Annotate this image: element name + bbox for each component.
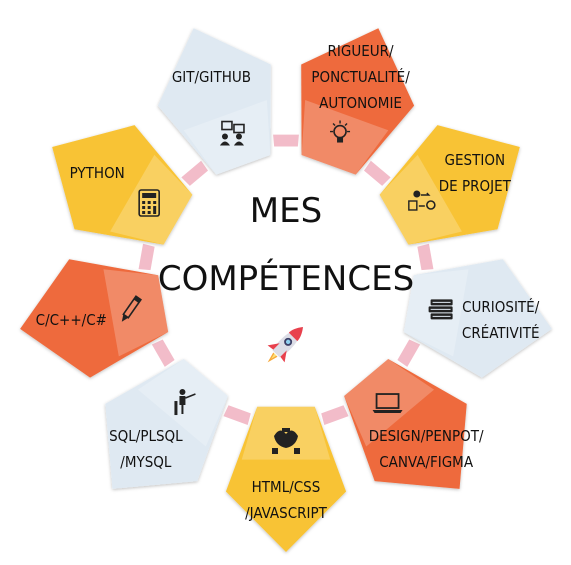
segment-label-line: DE PROJET [439,177,512,195]
segments-ring: GIT/GITHUB RIGUEUR/PONCTUALITÉ/AUTONOMIE… [20,28,552,552]
title-line-1: MES [250,191,322,231]
segment-facet [301,100,389,175]
segment-connector [151,339,175,367]
segment-gestion: GESTION DE PROJET [379,125,520,245]
segment-c: C/C++/C# [20,259,169,378]
segment-label-line: PYTHON [70,164,125,182]
lightbulb-icon [330,120,351,143]
segment-design: DESIGN/PENPOT/CANVA/FIGMA [344,359,484,489]
laptop-icon [372,393,403,414]
segment-shape [20,259,169,378]
pencil-icon [121,295,143,322]
segment-facet [110,154,193,245]
segment-facet [241,406,331,460]
workflow-icon [408,190,436,211]
segment-label-line: RIGUEUR/ [328,42,394,60]
rocket-icon [267,327,303,363]
presentation-icon [219,120,245,146]
segment-label-line: AUTONOMIE [319,94,402,112]
segment-label-line: C/C++/C# [36,311,107,329]
books-icon [428,299,453,320]
segment-rigueur: RIGUEUR/PONCTUALITÉ/AUTONOMIE [301,28,415,175]
segment-label-line: CANVA/FIGMA [379,453,474,471]
segment-html: HTML/CSS/JAVASCRIPT [225,406,347,552]
segment-shape [52,125,193,245]
segment-git: GIT/GITHUB [157,28,271,175]
segment-connector [181,160,208,186]
presenter-icon [174,389,196,416]
segment-sql: SQL/PLSQL/MYSQL [105,359,228,489]
segment-facet [379,154,462,245]
segment-connectors [138,134,434,425]
segment-connector [273,134,299,147]
segment-shape [344,359,467,489]
segment-python: PYTHON [52,125,193,245]
segment-shape [379,125,520,245]
segment-connector [417,243,434,271]
segment-label-line: HTML/CSS [252,478,321,496]
segment-label-line: GESTION [445,151,505,169]
segment-connector [138,243,155,271]
segment-connector [223,405,251,425]
segment-connector [364,160,391,186]
segment-facet [403,269,469,357]
segment-shape [301,28,415,175]
segment-label-line: /MYSQL [120,453,172,471]
segment-shape [225,406,347,552]
segment-facet [103,269,169,357]
title-line-2: COMPÉTENCES [158,258,414,299]
calculator-icon [138,189,160,217]
segment-label-line: DESIGN/PENPOT/ [369,427,484,445]
segment-connector [397,339,421,367]
segment-label-line: PONCTUALITÉ/ [311,67,410,86]
segment-facet [344,359,435,447]
segment-shape [157,28,271,175]
segment-shape [105,359,228,489]
segment-curiosite: CURIOSITÉ/CRÉATIVITÉ [403,259,552,378]
teamwork-icon [272,428,300,454]
segment-label-line: GIT/GITHUB [172,68,251,86]
segment-label-line: CURIOSITÉ/ [462,297,540,316]
segment-connector [321,405,349,425]
segment-label-line: CRÉATIVITÉ [462,323,540,342]
segment-shape [403,259,552,378]
segment-label-line: /JAVASCRIPT [245,504,328,522]
segment-label-line: SQL/PLSQL [109,427,183,445]
